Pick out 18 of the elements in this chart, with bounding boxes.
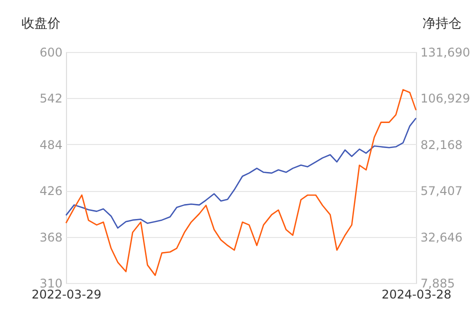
y2-tick-label: 57,407 xyxy=(420,184,462,198)
line-series xyxy=(65,117,417,229)
y2-tick-label: 82,168 xyxy=(420,138,462,152)
y-tick-label: 368 xyxy=(40,230,62,244)
y2-axis-title: 净持仓 xyxy=(422,16,462,32)
x-tick-label: 2024-03-28 xyxy=(382,288,452,302)
y2-tick-label: 7,885 xyxy=(420,276,455,290)
y-axis-title: 收盘价 xyxy=(22,16,60,32)
y2-tick-label: 106,929 xyxy=(420,92,470,106)
y-tick-label: 310 xyxy=(40,276,62,290)
y-tick-label: 484 xyxy=(40,138,62,152)
y-tick-label: 600 xyxy=(40,46,62,60)
y2-tick-label: 32,646 xyxy=(420,230,462,244)
y-tick-label: 542 xyxy=(40,92,62,106)
x-tick-label: 2022-03-29 xyxy=(32,288,102,302)
y-tick-label: 426 xyxy=(40,184,62,198)
y2-tick-label: 131,690 xyxy=(420,46,470,60)
line-series xyxy=(65,89,417,276)
